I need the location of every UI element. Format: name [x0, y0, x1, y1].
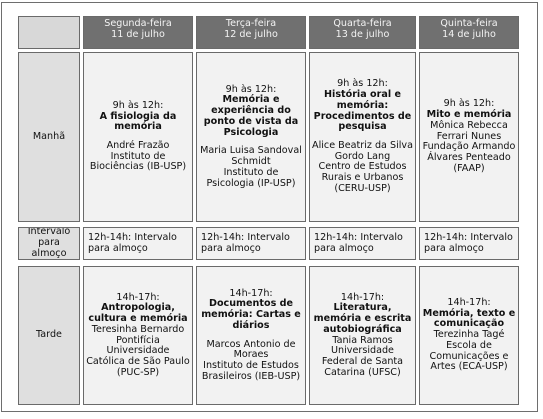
afternoon-session-4: 14h-17h: Memória, texto e comunicação Te… — [419, 266, 519, 405]
afternoon-session-1: 14h-17h: Antropologia, cultura e memória… — [83, 266, 193, 405]
session-title: Antropologia, cultura e memória — [88, 302, 188, 325]
header-day-2: Terça-feira 12 de julho — [196, 16, 306, 49]
session-time: 9h às 12h: — [443, 98, 495, 110]
session-title: Documentos de memória: Cartas e diários — [201, 298, 301, 331]
day-name: Quinta-feira — [440, 18, 498, 29]
day-date: 12 de julho — [224, 28, 278, 40]
morning-session-4: 9h às 12h: Mito e memória Mônica Rebecca… — [419, 52, 519, 222]
session-institution: Instituto de Estudos Brasileiros (IEB-US… — [201, 359, 301, 382]
morning-session-1: 9h às 12h: A fisiologia da memória André… — [83, 52, 193, 222]
session-time: 14h-17h: — [116, 291, 160, 303]
day-name: Terça-feira — [225, 18, 277, 29]
session-time: 9h às 12h: — [225, 83, 277, 95]
afternoon-session-2: 14h-17h: Documentos de memória: Cartas e… — [196, 266, 306, 405]
session-title: Literatura, memória e escrita autobiográ… — [313, 302, 412, 335]
corner-cell — [18, 16, 80, 49]
day-date: 14 de julho — [442, 28, 496, 40]
session-time: 14h-17h: — [447, 296, 491, 308]
lunch-cell-2: 12h-14h: Intervalo para almoço — [196, 227, 306, 260]
session-institution: Instituto de Psicologia (IP-USP) — [206, 166, 296, 189]
afternoon-session-3: 14h-17h: Literatura, memória e escrita a… — [309, 266, 416, 405]
session-title: Mito e memória — [426, 109, 512, 121]
session-title: Memória e experiência do ponto de vista … — [203, 94, 299, 138]
session-time: 14h-17h: — [340, 291, 385, 303]
session-speaker: Alice Beatriz da Silva Gordo Lang — [312, 140, 413, 162]
header-day-3: Quarta-feira 13 de julho — [309, 16, 416, 49]
session-title: A fisiologia da memória — [99, 110, 177, 133]
row-label-lunch: Intervalo para almoço — [18, 227, 80, 260]
day-name: Segunda-feira — [104, 18, 172, 29]
row-label-morning: Manhã — [18, 52, 80, 222]
session-speaker: Tania Ramos — [332, 334, 393, 346]
lunch-cell-1: 12h-14h: Intervalo para almoço — [83, 227, 193, 260]
day-date: 13 de julho — [335, 28, 390, 40]
session-speaker: Terezinha Tagé — [433, 329, 505, 341]
session-institution: Instituto de Biociências (IB-USP) — [89, 150, 187, 173]
day-date: 11 de julho — [111, 28, 165, 40]
row-label-afternoon: Tarde — [18, 266, 80, 405]
session-time: 14h-17h: — [229, 287, 273, 299]
session-title: História oral e memória: Procedimentos d… — [313, 89, 412, 133]
session-time: 9h às 12h: — [337, 78, 388, 90]
session-speaker: Teresinha Bernardo — [91, 323, 185, 335]
session-speaker: Maria Luisa Sandoval Schmidt — [200, 145, 302, 168]
session-institution: Fundação Armando Álvares Penteado (FAAP) — [422, 141, 516, 174]
session-institution: Centro de Estudos Rurais e Urbanos (CERU… — [318, 161, 407, 194]
header-day-1: Segunda-feira 11 de julho — [83, 16, 193, 49]
session-speaker: Marcos Antonio de Moraes — [206, 338, 296, 361]
session-institution: Pontifícia Universidade Católica de São … — [86, 334, 190, 378]
morning-session-3: 9h às 12h: História oral e memória: Proc… — [309, 52, 416, 222]
session-speaker: Mônica Rebecca Ferrari Nunes — [430, 119, 508, 142]
lunch-cell-4: 12h-14h: Intervalo para almoço — [419, 227, 519, 260]
session-speaker: André Frazão — [106, 140, 170, 151]
session-time: 9h às 12h: — [112, 99, 164, 111]
day-name: Quarta-feira — [333, 18, 392, 29]
header-day-4: Quinta-feira 14 de julho — [419, 16, 519, 49]
morning-session-2: 9h às 12h: Memória e experiência do pont… — [196, 52, 306, 222]
session-title: Memória, texto e comunicação — [422, 307, 516, 330]
session-institution: Universidade Federal de Santa Catarina (… — [321, 345, 404, 378]
session-institution: Escola de Comunicações e Artes (ECA-USP) — [429, 339, 509, 373]
lunch-cell-3: 12h-14h: Intervalo para almoço — [309, 227, 416, 260]
